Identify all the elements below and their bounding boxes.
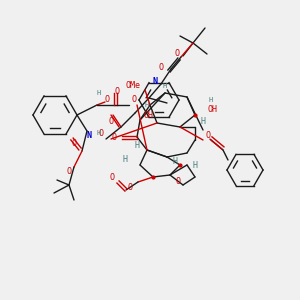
Text: O: O [71,139,76,148]
Text: H: H [122,155,128,164]
Text: H: H [193,160,197,169]
Text: OH: OH [144,110,154,119]
Text: O: O [98,130,104,139]
Text: O: O [115,86,119,95]
Text: H: H [97,90,101,96]
Text: O: O [131,95,136,104]
Text: H: H [97,130,101,136]
Text: O: O [67,167,71,176]
Text: O: O [104,95,110,104]
Text: N: N [152,76,158,85]
Text: O: O [158,62,164,71]
Text: O: O [110,172,115,182]
Text: OMe: OMe [125,80,140,89]
Text: H: H [134,140,140,149]
Text: H: H [145,102,149,108]
Text: O: O [176,176,181,185]
Text: O: O [206,130,211,140]
Text: O: O [128,182,133,191]
Text: H: H [163,83,167,89]
Text: O: O [175,50,179,58]
Text: OH: OH [208,106,218,115]
Text: O: O [109,116,113,125]
Text: H: H [209,97,213,103]
Text: O: O [112,133,116,142]
Text: H: H [172,158,178,166]
Text: N: N [86,130,92,140]
Text: H: H [200,118,206,127]
